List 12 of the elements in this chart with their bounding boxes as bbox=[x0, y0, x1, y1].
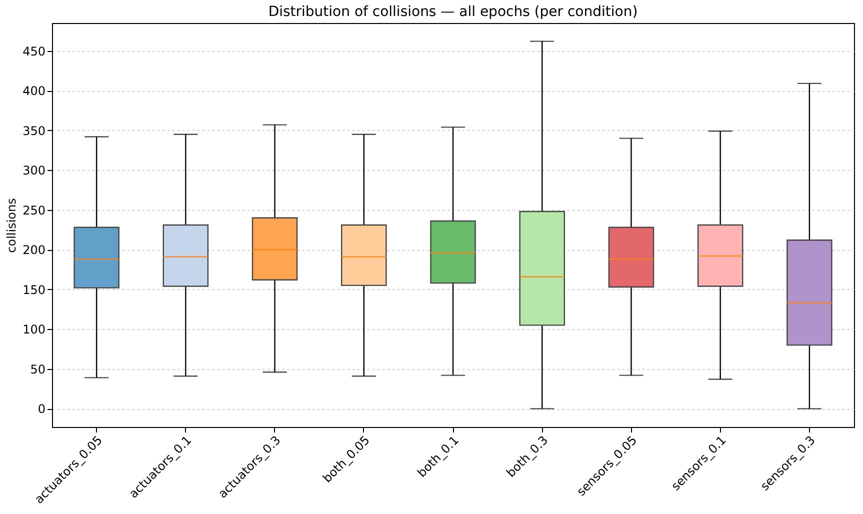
y-tick-label: 350 bbox=[22, 124, 46, 138]
y-tick-label: 50 bbox=[30, 362, 46, 376]
y-axis-title: collisions bbox=[4, 198, 19, 253]
y-tick-label: 300 bbox=[22, 164, 46, 178]
y-tick-label: 400 bbox=[22, 84, 46, 98]
y-tick-label: 450 bbox=[22, 44, 46, 58]
chart-title: Distribution of collisions — all epochs (per condition) bbox=[268, 4, 638, 20]
y-tick-label: 0 bbox=[38, 402, 46, 416]
y-tick-label: 150 bbox=[22, 282, 46, 297]
y-tick-label: 200 bbox=[22, 243, 46, 258]
y-tick-label: 100 bbox=[22, 322, 46, 337]
y-tick-label: 250 bbox=[22, 203, 46, 218]
